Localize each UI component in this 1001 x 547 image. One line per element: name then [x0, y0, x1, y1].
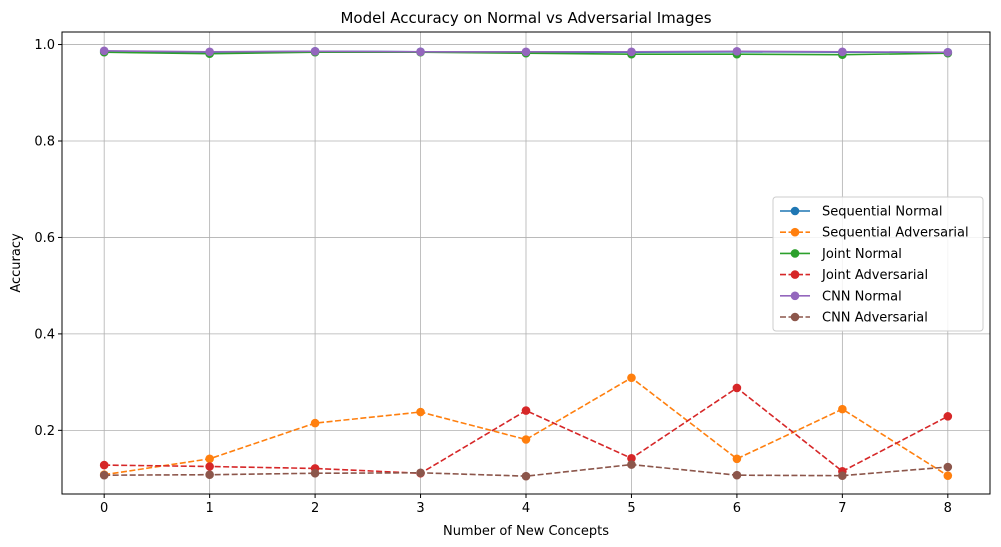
- data-point-cnn-adversarial: [310, 468, 320, 478]
- legend-marker-sequential-adversarial: [790, 227, 800, 237]
- x-tick-label: 3: [416, 501, 424, 516]
- data-point-sequential-adversarial: [627, 373, 636, 383]
- data-point-joint-adversarial: [732, 383, 742, 393]
- data-point-cnn-adversarial: [99, 470, 109, 480]
- x-tick-label: 0: [100, 501, 108, 516]
- data-point-cnn-adversarial: [838, 471, 847, 480]
- legend: Sequential Normal Sequential Adversarial J…: [772, 196, 984, 332]
- legend-label-cnn-adversarial: CNN Adversarial: [822, 311, 928, 326]
- chart-title: Model Accuracy on Normal vs Adversarial …: [340, 9, 711, 27]
- x-tick-label: 5: [627, 501, 635, 516]
- x-tick-label: 1: [205, 501, 213, 516]
- data-point-cnn-normal: [943, 47, 953, 57]
- legend-label-cnn-normal: CNN Normal: [822, 289, 902, 304]
- legend-label-joint-normal: Joint Normal: [821, 247, 902, 262]
- data-point-cnn-adversarial: [205, 470, 214, 480]
- y-tick-label: 1.0: [34, 38, 55, 53]
- legend-marker-joint-normal: [790, 249, 800, 258]
- data-point-cnn-adversarial: [416, 468, 425, 478]
- x-tick-label: 8: [944, 501, 952, 516]
- y-tick-label: 0.6: [34, 231, 55, 246]
- data-point-cnn-normal: [732, 46, 742, 56]
- data-point-joint-adversarial: [205, 462, 214, 471]
- data-point-joint-adversarial: [627, 454, 636, 463]
- series-layer: [99, 46, 953, 481]
- data-point-sequential-adversarial: [732, 454, 742, 464]
- data-point-cnn-adversarial: [732, 470, 742, 480]
- grid: [62, 32, 990, 494]
- legend-label-sequential-adversarial: Sequential Adversarial: [822, 226, 969, 241]
- legend-box: [772, 196, 984, 332]
- data-point-cnn-normal: [205, 47, 214, 57]
- legend-marker-cnn-adversarial: [790, 312, 800, 322]
- y-tick-label: 0.4: [34, 327, 55, 342]
- data-point-sequential-adversarial: [943, 471, 953, 480]
- data-point-cnn-adversarial: [627, 460, 636, 469]
- data-point-sequential-adversarial: [416, 407, 425, 417]
- data-point-joint-adversarial: [99, 460, 109, 470]
- data-point-cnn-normal: [838, 47, 847, 57]
- x-tick-label: 2: [311, 501, 319, 516]
- legend-marker-sequential-normal: [790, 206, 800, 216]
- x-tick-label: 4: [522, 501, 530, 516]
- data-point-cnn-normal: [521, 47, 531, 57]
- data-point-cnn-normal: [416, 47, 425, 57]
- data-point-cnn-normal: [310, 46, 320, 56]
- legend-label-joint-adversarial: Joint Adversarial: [821, 268, 928, 283]
- data-point-cnn-adversarial: [521, 471, 531, 481]
- data-point-cnn-adversarial: [943, 462, 953, 472]
- legend-marker-joint-adversarial: [790, 270, 800, 279]
- data-point-sequential-adversarial: [521, 435, 531, 444]
- legend-marker-cnn-normal: [790, 291, 800, 301]
- series-cnn-normal: [99, 46, 953, 57]
- data-point-cnn-normal: [627, 47, 636, 57]
- data-point-sequential-adversarial: [205, 454, 214, 464]
- data-point-sequential-adversarial: [310, 418, 320, 428]
- y-tick-label: 0.2: [34, 424, 55, 439]
- x-tick-label: 7: [838, 501, 846, 516]
- y-tick-label: 0.8: [34, 134, 55, 149]
- data-point-cnn-normal: [99, 46, 109, 56]
- data-point-joint-adversarial: [943, 412, 953, 421]
- data-point-joint-adversarial: [521, 406, 531, 415]
- x-axis-title: Number of New Concepts: [443, 524, 609, 539]
- x-axis: 0 1 2 3 4 5 6 7 8: [100, 494, 952, 516]
- y-axis: 0.2 0.4 0.6 0.8 1.0: [34, 38, 62, 439]
- series-cnn-adversarial: [99, 460, 953, 481]
- data-point-sequential-adversarial: [838, 404, 847, 414]
- series-line-sequential-adversarial: [104, 376, 949, 477]
- legend-label-sequential-normal: Sequential Normal: [822, 205, 942, 220]
- x-tick-label: 6: [733, 501, 741, 516]
- y-axis-title: Accuracy: [9, 233, 24, 293]
